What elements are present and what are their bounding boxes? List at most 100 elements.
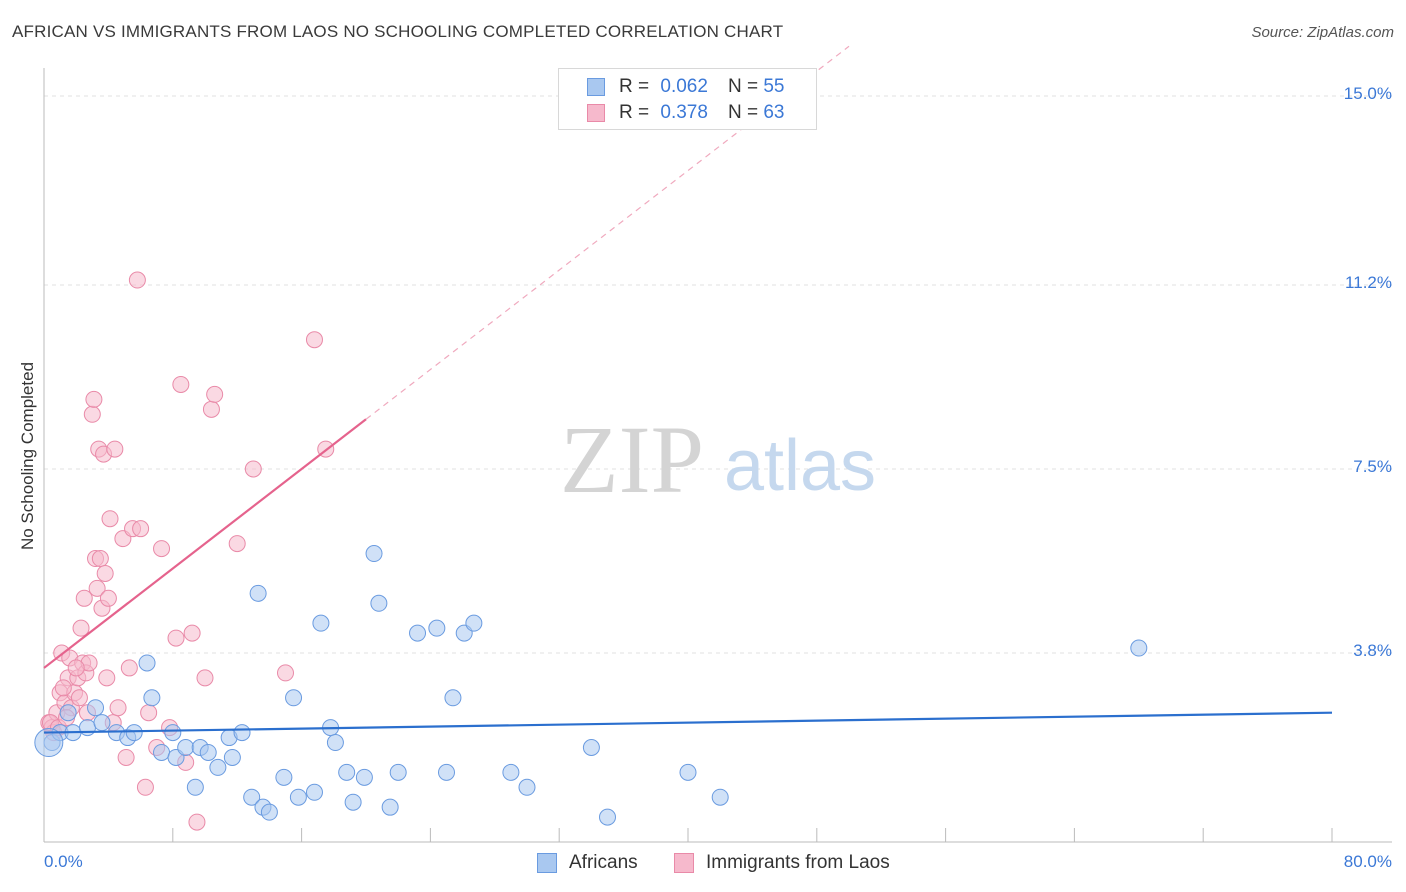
africans-point [177, 739, 195, 757]
laos-point [83, 405, 101, 423]
axes [43, 68, 1392, 843]
africans-point [326, 734, 344, 752]
y-tick-label: 3.8% [1353, 641, 1392, 660]
africans-point [34, 728, 64, 758]
africans-points [34, 545, 1148, 826]
y-tick-label: 11.2% [1345, 272, 1392, 292]
laos-point [305, 331, 323, 349]
laos-point [188, 813, 206, 831]
laos-point [132, 520, 150, 538]
chart-title: AFRICAN VS IMMIGRANTS FROM LAOS NO SCHOO… [12, 22, 784, 41]
africans-point [125, 724, 143, 742]
africans-point [438, 763, 455, 781]
africans-legend-label: Africans [569, 852, 638, 873]
n-value-laos: 63 [763, 102, 785, 123]
laos-points [40, 271, 335, 831]
x-tick-label-min: 0.0% [44, 852, 83, 871]
africans-point [338, 763, 356, 781]
laos-point [109, 699, 127, 717]
stats-legend: R = 0.062 N = 55 R = 0.378 N = 63 [558, 68, 817, 130]
watermark-atlas: atlas [724, 426, 876, 506]
africans-point [679, 763, 697, 781]
laos-point [85, 390, 103, 408]
n-value-africans: 55 [763, 76, 785, 97]
r-label: R = [619, 76, 650, 97]
laos-legend-label: Immigrants from Laos [706, 852, 890, 873]
laos-point [106, 440, 124, 458]
laos-point [67, 659, 85, 677]
laos-point [101, 510, 119, 528]
laos-point [88, 579, 106, 597]
africans-point [312, 614, 330, 632]
africans-point [409, 624, 427, 642]
africans-point [223, 748, 241, 766]
laos-point [98, 669, 116, 687]
laos-point [99, 589, 117, 607]
laos-swatch [587, 104, 605, 122]
africans-point [93, 714, 111, 732]
n-label: N = [727, 76, 759, 97]
legend-row-laos: R = 0.378 N = 63 [587, 101, 784, 125]
africans-point [428, 619, 446, 637]
laos-legend-swatch [674, 853, 694, 873]
africans-point [582, 739, 600, 757]
n-label: N = [727, 102, 759, 123]
laos-point [54, 679, 72, 697]
africans-legend-swatch [537, 853, 557, 873]
africans-point [444, 689, 462, 707]
laos-point [153, 540, 171, 558]
laos-point [140, 704, 158, 722]
africans-point [355, 768, 373, 786]
source-label: Source: ZipAtlas.com [1251, 24, 1394, 41]
laos-point [196, 669, 214, 687]
africans-point [233, 724, 251, 742]
africans-point [389, 763, 407, 781]
africans-point [260, 803, 278, 821]
africans-point [344, 793, 362, 811]
laos-point [117, 748, 135, 766]
africans-point [87, 699, 105, 717]
laos-point [120, 659, 138, 677]
africans-point [243, 788, 261, 806]
africans-point [249, 584, 267, 602]
r-value-laos: 0.378 [660, 102, 708, 123]
grid-lines [44, 95, 1392, 654]
laos-point [70, 689, 88, 707]
laos-point [75, 589, 93, 607]
bottom-legend-africans: Africans [537, 852, 638, 874]
africans-point [78, 719, 96, 737]
africans-point [502, 763, 520, 781]
laos-point [128, 271, 146, 289]
r-label: R = [619, 102, 650, 123]
africans-point [138, 654, 156, 672]
laos-point [136, 778, 154, 796]
laos-point [206, 385, 224, 403]
laos-point [172, 375, 190, 393]
africans-point [199, 743, 217, 761]
watermark: ZIP atlas [560, 406, 876, 513]
r-value-africans: 0.062 [660, 76, 708, 97]
y-axis-label: No Schooling Completed [18, 361, 37, 551]
laos-point [91, 550, 109, 568]
y-tick-label: 15.0% [1343, 84, 1392, 103]
africans-point [285, 689, 303, 707]
africans-point [305, 783, 323, 801]
africans-point [465, 614, 483, 632]
africans-point [143, 689, 161, 707]
laos-point [277, 664, 294, 682]
africans-point [59, 704, 77, 722]
trend-lines [43, 45, 1333, 734]
laos-point [96, 564, 114, 582]
africans-point [164, 724, 182, 742]
laos-point [183, 624, 201, 642]
watermark-zip: ZIP [560, 406, 704, 513]
laos-point [72, 619, 90, 637]
africans-point [209, 758, 227, 776]
africans-point [381, 798, 399, 816]
africans-point [599, 808, 616, 826]
legend-row-africans: R = 0.062 N = 55 [587, 75, 784, 99]
africans-point [1130, 639, 1148, 657]
africans-point [289, 788, 307, 806]
laos-point [228, 535, 246, 553]
